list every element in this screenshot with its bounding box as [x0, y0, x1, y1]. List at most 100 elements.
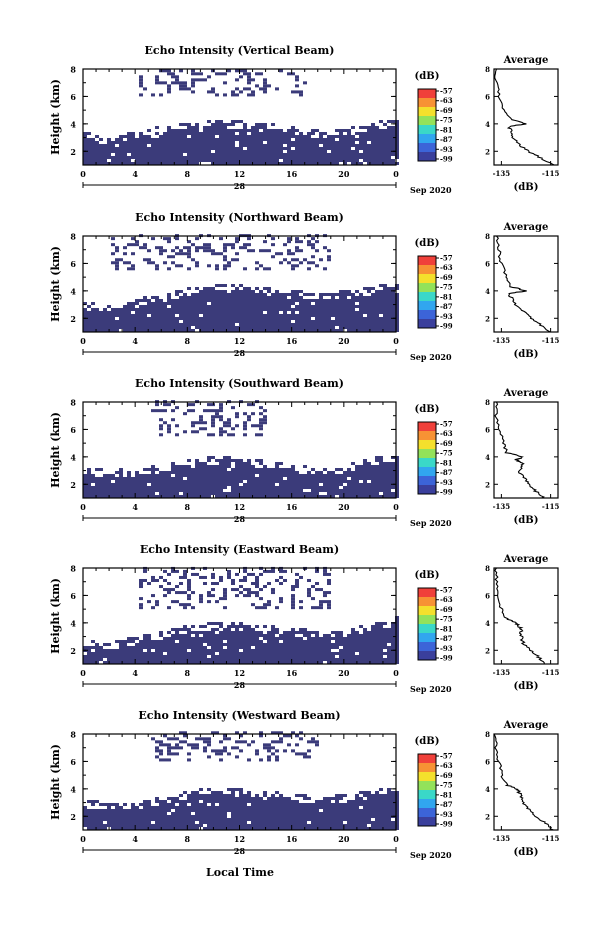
echo-cell	[259, 249, 263, 252]
echo-cell	[243, 640, 247, 643]
echo-cell	[207, 821, 211, 824]
echo-cell	[239, 144, 243, 147]
echo-cell	[227, 123, 231, 126]
echo-cell	[171, 159, 175, 162]
echo-cell	[259, 658, 263, 661]
echo-cell	[155, 409, 159, 412]
echo-cell	[355, 477, 359, 480]
y-tick-label: 6	[70, 591, 76, 601]
y-tick-label: 4	[70, 286, 76, 296]
echo-cell	[99, 323, 103, 326]
echo-cell	[371, 649, 375, 652]
echo-cell	[323, 159, 327, 162]
echo-cell	[159, 424, 163, 427]
echo-cell	[143, 655, 147, 658]
echo-cell	[95, 492, 99, 495]
echo-cell	[271, 474, 275, 477]
echo-cell	[199, 296, 203, 299]
echo-cell	[339, 637, 343, 640]
echo-cell	[159, 489, 163, 492]
echo-cell	[239, 591, 243, 594]
echo-cell	[103, 803, 107, 806]
echo-cell	[167, 582, 171, 585]
echo-cell	[315, 474, 319, 477]
echo-cell	[207, 800, 211, 803]
echo-cell	[247, 646, 251, 649]
echo-cell	[155, 652, 159, 655]
echo-cell	[95, 153, 99, 156]
echo-cell	[275, 640, 279, 643]
echo-cell	[343, 138, 347, 141]
echo-cell	[363, 640, 367, 643]
echo-cell	[139, 320, 143, 323]
echo-cell	[255, 323, 259, 326]
echo-cell	[287, 320, 291, 323]
echo-cell	[155, 797, 159, 800]
echo-cell	[391, 126, 395, 129]
echo-cell	[243, 649, 247, 652]
echo-cell	[167, 646, 171, 649]
echo-cell	[267, 153, 271, 156]
echo-cell	[263, 421, 267, 424]
echo-cell	[267, 646, 271, 649]
echo-cell	[231, 326, 235, 329]
echo-cell	[391, 462, 395, 465]
echo-cell	[351, 477, 355, 480]
echo-cell	[347, 474, 351, 477]
echo-cell	[195, 150, 199, 153]
echo-cell	[303, 480, 307, 483]
echo-cell	[223, 606, 227, 609]
echo-cell	[231, 640, 235, 643]
echo-cell	[155, 153, 159, 156]
echo-cell	[171, 480, 175, 483]
echo-cell	[375, 326, 379, 329]
echo-cell	[247, 480, 251, 483]
colorbar-label: -57	[440, 87, 453, 96]
echo-cell	[255, 129, 259, 132]
echo-cell	[115, 658, 119, 661]
echo-cell	[375, 311, 379, 314]
echo-cell	[207, 159, 211, 162]
echo-cell	[375, 144, 379, 147]
echo-cell	[219, 824, 223, 827]
echo-cell	[351, 649, 355, 652]
colorbar-label: -81	[440, 458, 453, 467]
echo-cell	[239, 320, 243, 323]
echo-cell	[279, 570, 283, 573]
echo-cell	[255, 582, 259, 585]
echo-cell	[139, 305, 143, 308]
echo-cell	[347, 138, 351, 141]
echo-cell	[227, 477, 231, 480]
echo-cell	[131, 267, 135, 270]
echo-cell	[219, 237, 223, 240]
echo-cell	[159, 483, 163, 486]
echo-cell	[159, 658, 163, 661]
echo-cell	[383, 486, 387, 489]
echo-cell	[295, 237, 299, 240]
echo-cell	[203, 308, 207, 311]
echo-cell	[343, 156, 347, 159]
echo-cell	[187, 486, 191, 489]
echo-cell	[391, 120, 395, 123]
echo-cell	[367, 308, 371, 311]
echo-cell	[207, 317, 211, 320]
colorbar-label: -81	[440, 292, 453, 301]
echo-cell	[127, 326, 131, 329]
echo-cell	[203, 809, 207, 812]
echo-cell	[231, 90, 235, 93]
echo-cell	[195, 135, 199, 138]
echo-cell	[247, 293, 251, 296]
echo-cell	[271, 634, 275, 637]
echo-cell	[195, 492, 199, 495]
echo-cell	[243, 433, 247, 436]
echo-cell	[223, 246, 227, 249]
echo-cell	[207, 403, 211, 406]
echo-cell	[271, 643, 275, 646]
echo-cell	[143, 646, 147, 649]
echo-cell	[163, 237, 167, 240]
colorbar-label: -63	[440, 595, 453, 604]
echo-cell	[371, 126, 375, 129]
echo-cell	[347, 302, 351, 305]
echo-cell	[363, 486, 367, 489]
echo-cell	[231, 625, 235, 628]
